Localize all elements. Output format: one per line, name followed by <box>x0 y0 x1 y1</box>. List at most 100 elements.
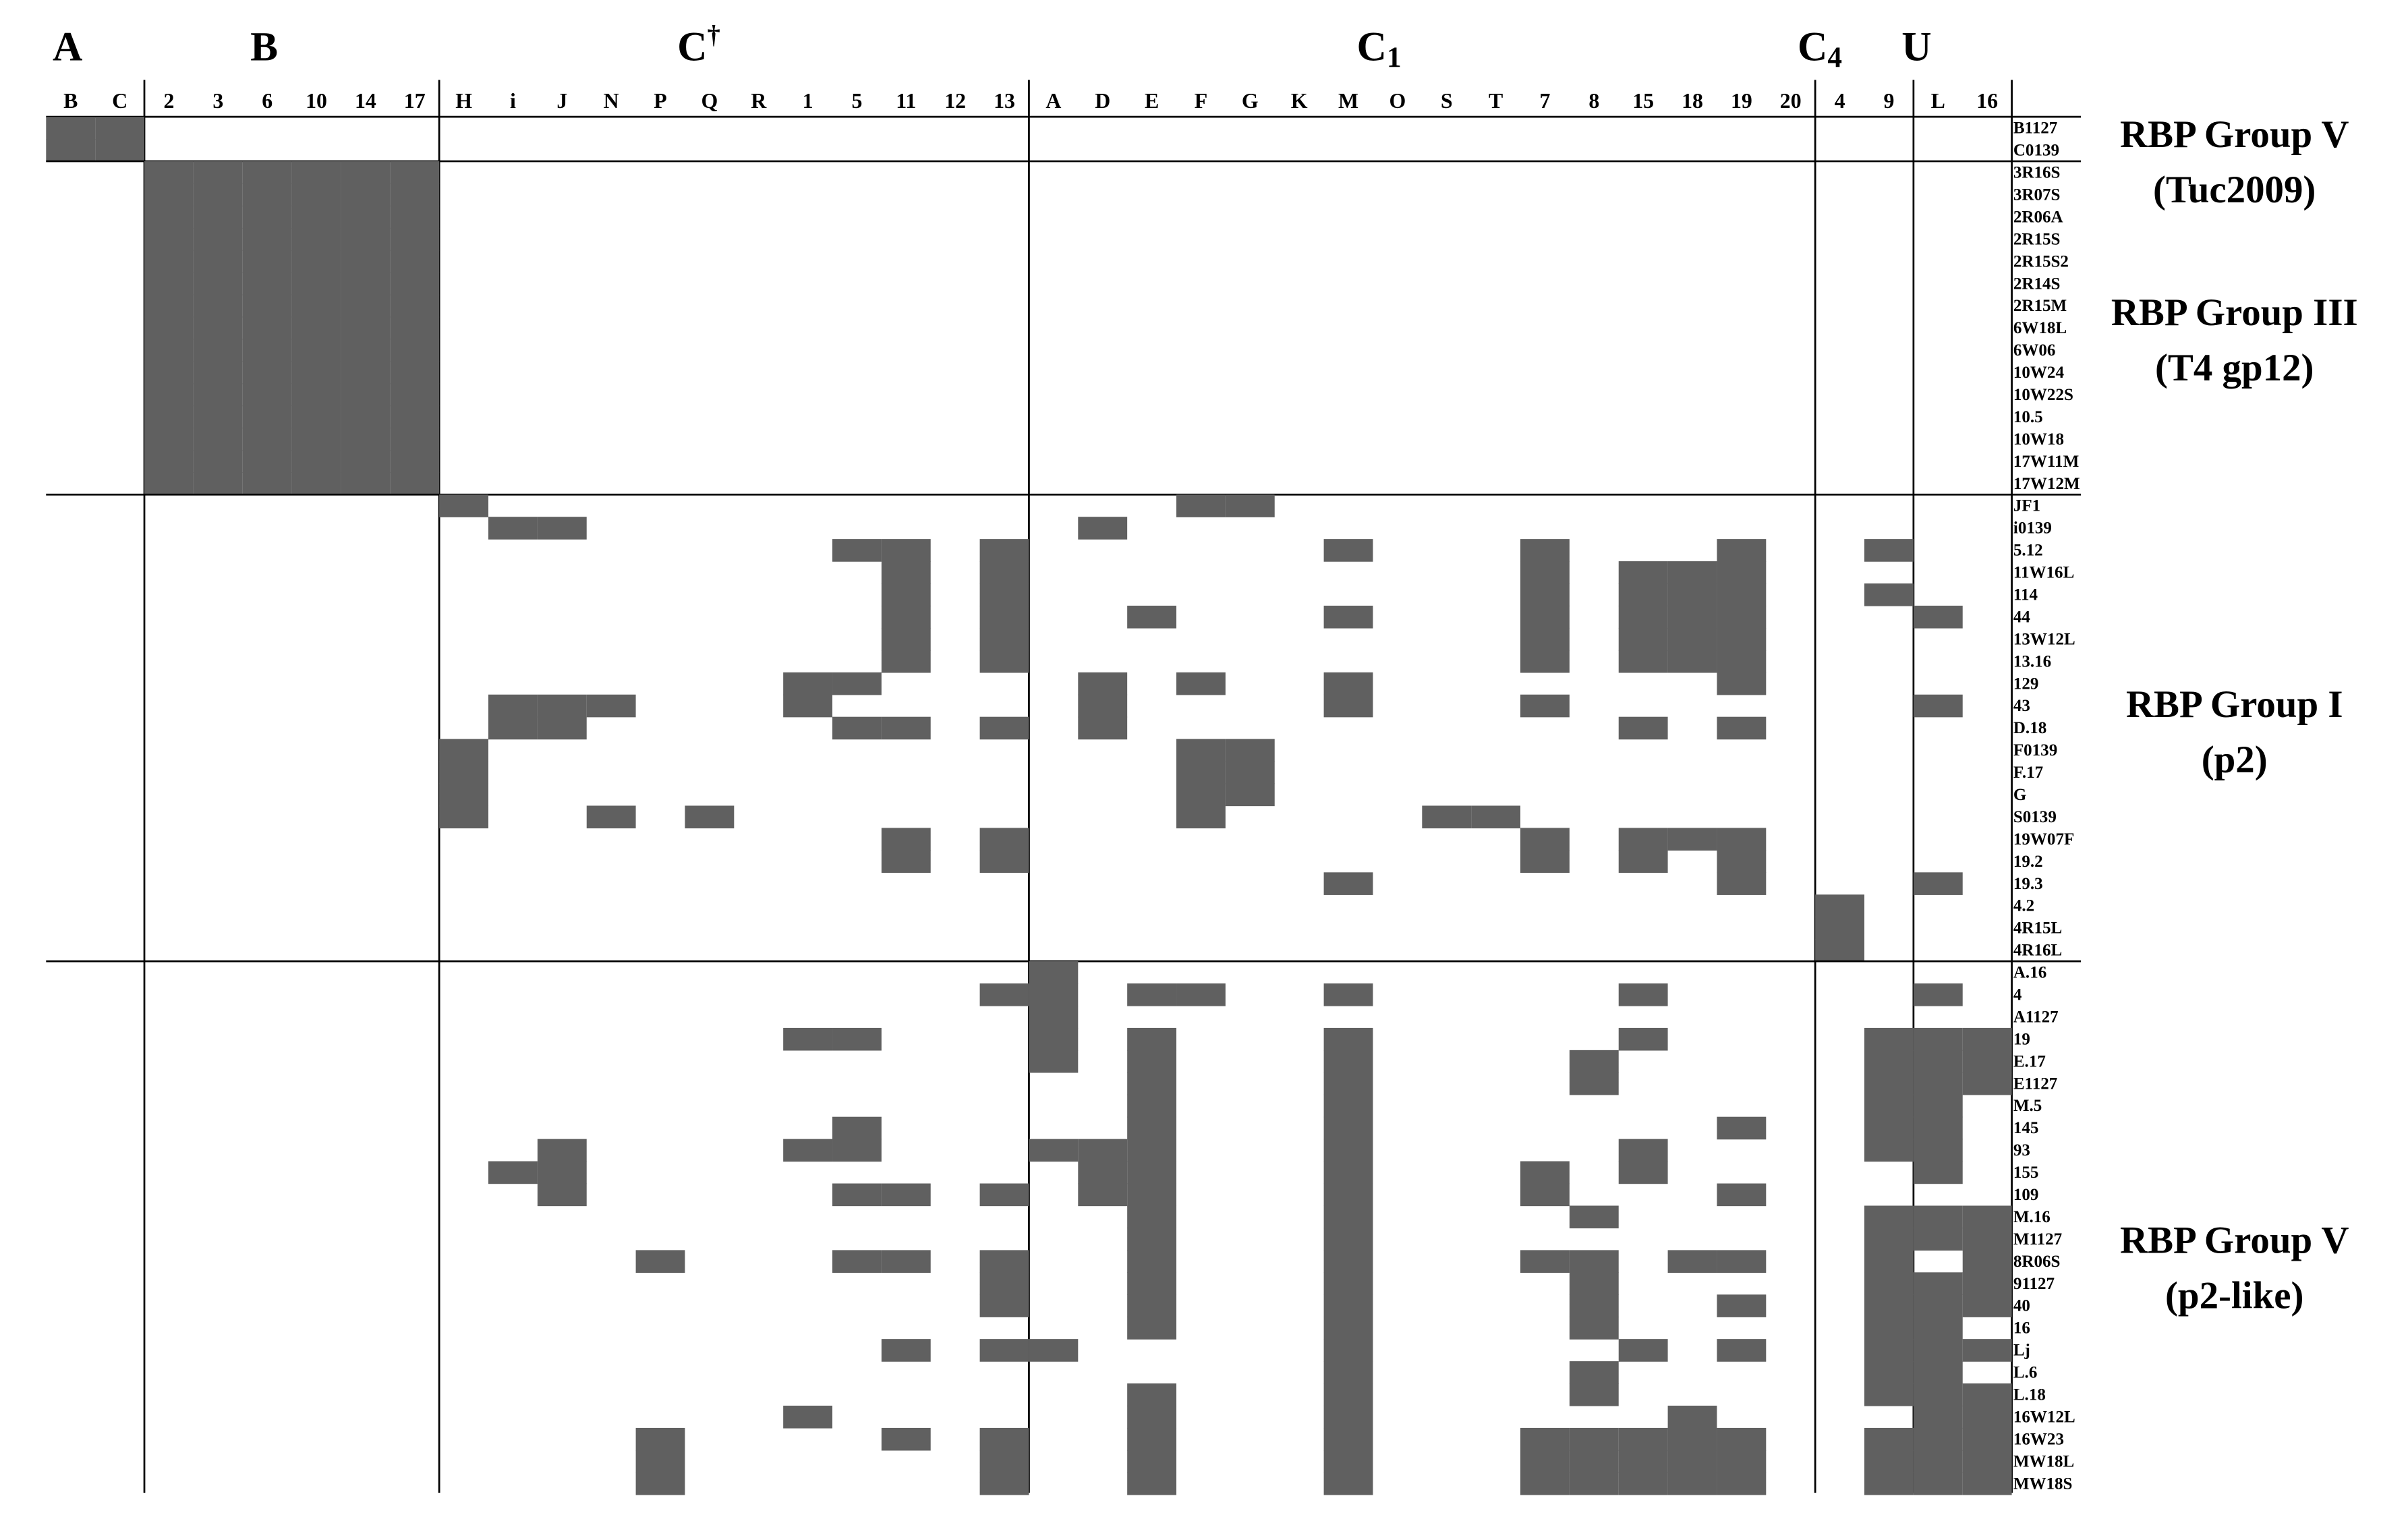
matrix-cell <box>341 117 390 140</box>
matrix-cell <box>1668 805 1717 828</box>
matrix-cell <box>243 850 292 873</box>
matrix-cell <box>538 228 587 251</box>
matrix-cell <box>1324 295 1373 318</box>
matrix-cell <box>881 539 931 562</box>
group-letter: A <box>53 24 82 69</box>
matrix-cell <box>144 1028 194 1051</box>
matrix-cell <box>734 1472 783 1495</box>
matrix-cell <box>1913 694 1963 718</box>
matrix-cell <box>1127 339 1176 362</box>
matrix-cell <box>1471 539 1520 562</box>
matrix-cell <box>1815 117 1864 140</box>
matrix-cell <box>1668 250 1717 273</box>
matrix-cell <box>1127 894 1176 917</box>
matrix-cell <box>193 272 243 295</box>
matrix-cell <box>1422 1428 1471 1451</box>
matrix-cell <box>1717 1050 1766 1073</box>
matrix-cell <box>95 739 144 762</box>
matrix-cell <box>1570 1095 1619 1118</box>
matrix-cell <box>1766 583 1815 606</box>
matrix-cell <box>636 1272 685 1295</box>
matrix-cell <box>439 1250 488 1273</box>
matrix-cell <box>1176 1139 1226 1162</box>
matrix-cell <box>1667 1472 1717 1495</box>
matrix-cell <box>1520 561 1570 584</box>
matrix-cell <box>46 206 95 229</box>
matrix-cell <box>488 628 538 651</box>
matrix-cell <box>1471 295 1520 318</box>
matrix-cell <box>488 206 538 229</box>
matrix-cell <box>193 205 243 229</box>
column-label: Q <box>701 89 718 113</box>
matrix-cell <box>1914 539 1963 562</box>
matrix-cell <box>1176 250 1226 273</box>
matrix-cell <box>832 805 882 828</box>
matrix-cell <box>783 1162 832 1184</box>
matrix-cell <box>783 1095 832 1118</box>
matrix-cell <box>439 428 488 451</box>
matrix-cell <box>1864 1472 1914 1495</box>
matrix-cell <box>46 583 95 606</box>
matrix-cell <box>1471 428 1520 451</box>
matrix-cell <box>439 1228 488 1251</box>
group-letter: B <box>250 24 278 69</box>
matrix-cell <box>783 384 832 407</box>
matrix-cell <box>1569 1317 1619 1340</box>
matrix-cell <box>95 1339 144 1362</box>
matrix-cell <box>390 672 439 695</box>
matrix-cell <box>1619 1205 1668 1228</box>
matrix-cell <box>1226 894 1275 917</box>
matrix-cell <box>979 983 1029 1006</box>
matrix-cell <box>1668 228 1717 251</box>
matrix-cell <box>1520 983 1570 1006</box>
matrix-cell <box>1766 295 1815 318</box>
matrix-cell <box>587 983 636 1006</box>
matrix-cell <box>1570 362 1619 384</box>
matrix-cell <box>1963 117 2012 140</box>
matrix-cell <box>734 450 783 473</box>
matrix-cell <box>1373 739 1422 762</box>
column-label: O <box>1389 89 1406 113</box>
matrix-cell <box>1127 384 1176 407</box>
matrix-cell <box>980 1205 1029 1228</box>
matrix-cell <box>1226 1339 1275 1362</box>
matrix-cell <box>243 628 292 651</box>
matrix-cell <box>1618 1161 1668 1184</box>
matrix-cell <box>292 650 341 673</box>
matrix-cell <box>1570 517 1619 540</box>
matrix-cell <box>1520 517 1570 540</box>
matrix-cell <box>587 539 636 562</box>
matrix-cell <box>194 517 243 540</box>
matrix-cell <box>882 1450 931 1473</box>
matrix-cell <box>1078 1272 1127 1295</box>
matrix-cell <box>832 1272 882 1295</box>
matrix-cell <box>1373 1050 1422 1073</box>
matrix-cell <box>194 850 243 873</box>
column-label: P <box>654 89 666 113</box>
matrix-cell <box>1864 1205 1914 1229</box>
matrix-cell <box>1913 1161 1963 1184</box>
matrix-cell <box>144 828 194 851</box>
matrix-cell <box>1029 1117 1078 1140</box>
matrix-cell <box>390 1162 439 1184</box>
matrix-cell <box>1078 1072 1127 1095</box>
matrix-cell <box>538 1272 587 1295</box>
matrix-cell <box>1471 672 1520 695</box>
matrix-cell <box>95 1272 144 1295</box>
matrix-cell <box>1717 1406 1766 1429</box>
matrix-cell <box>1422 472 1471 495</box>
matrix-cell <box>783 139 832 162</box>
matrix-cell <box>1570 384 1619 407</box>
matrix-cell <box>194 650 243 673</box>
matrix-cell <box>242 294 292 318</box>
matrix-cell <box>243 1205 292 1228</box>
column-label: 19 <box>1731 89 1752 113</box>
matrix-cell <box>1520 1139 1570 1162</box>
matrix-cell <box>1963 273 2012 295</box>
matrix-cell <box>783 339 832 362</box>
matrix-cell <box>1078 917 1127 940</box>
matrix-cell <box>1471 1294 1520 1317</box>
matrix-cell <box>194 1006 243 1029</box>
matrix-cell <box>1275 872 1324 895</box>
matrix-cell <box>979 605 1029 629</box>
